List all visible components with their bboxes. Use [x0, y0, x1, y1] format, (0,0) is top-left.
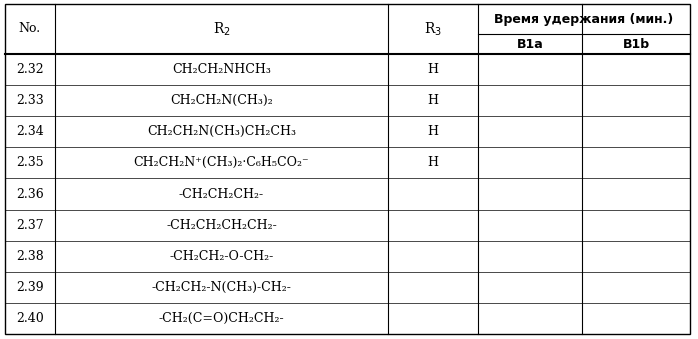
Text: 2.36: 2.36 [16, 187, 44, 200]
Text: 2.33: 2.33 [16, 94, 44, 107]
Text: CH₂CH₂N⁺(CH₃)₂·C₆H₅CO₂⁻: CH₂CH₂N⁺(CH₃)₂·C₆H₅CO₂⁻ [133, 156, 309, 170]
Text: B1a: B1a [517, 38, 544, 51]
Text: 2.32: 2.32 [16, 63, 44, 76]
Text: -CH₂CH₂-O-CH₂-: -CH₂CH₂-O-CH₂- [170, 250, 274, 263]
Text: H: H [427, 156, 438, 170]
Text: CH₂CH₂N(CH₃)₂: CH₂CH₂N(CH₃)₂ [170, 94, 273, 107]
Text: -CH₂CH₂CH₂CH₂-: -CH₂CH₂CH₂CH₂- [166, 219, 277, 232]
Text: No.: No. [19, 22, 41, 36]
Text: CH₂CH₂N(CH₃)CH₂CH₃: CH₂CH₂N(CH₃)CH₂CH₃ [147, 125, 296, 138]
Text: -CH₂(C=O)CH₂CH₂-: -CH₂(C=O)CH₂CH₂- [158, 312, 284, 325]
Text: 2.35: 2.35 [16, 156, 44, 170]
Text: 2.39: 2.39 [16, 281, 44, 294]
Text: 2.40: 2.40 [16, 312, 44, 325]
Text: 2.37: 2.37 [16, 219, 44, 232]
Text: R$_3$: R$_3$ [424, 20, 442, 38]
Text: H: H [427, 94, 438, 107]
Text: B1b: B1b [623, 38, 650, 51]
Text: 2.34: 2.34 [16, 125, 44, 138]
Text: H: H [427, 125, 438, 138]
Text: 2.38: 2.38 [16, 250, 44, 263]
Text: -CH₂CH₂CH₂-: -CH₂CH₂CH₂- [179, 187, 264, 200]
Text: Время удержания (мин.): Время удержания (мин.) [494, 13, 674, 25]
Text: CH₂CH₂NHCH₃: CH₂CH₂NHCH₃ [172, 63, 271, 76]
Text: -CH₂CH₂-N(CH₃)-CH₂-: -CH₂CH₂-N(CH₃)-CH₂- [151, 281, 291, 294]
Text: R$_2$: R$_2$ [213, 20, 230, 38]
Text: H: H [427, 63, 438, 76]
